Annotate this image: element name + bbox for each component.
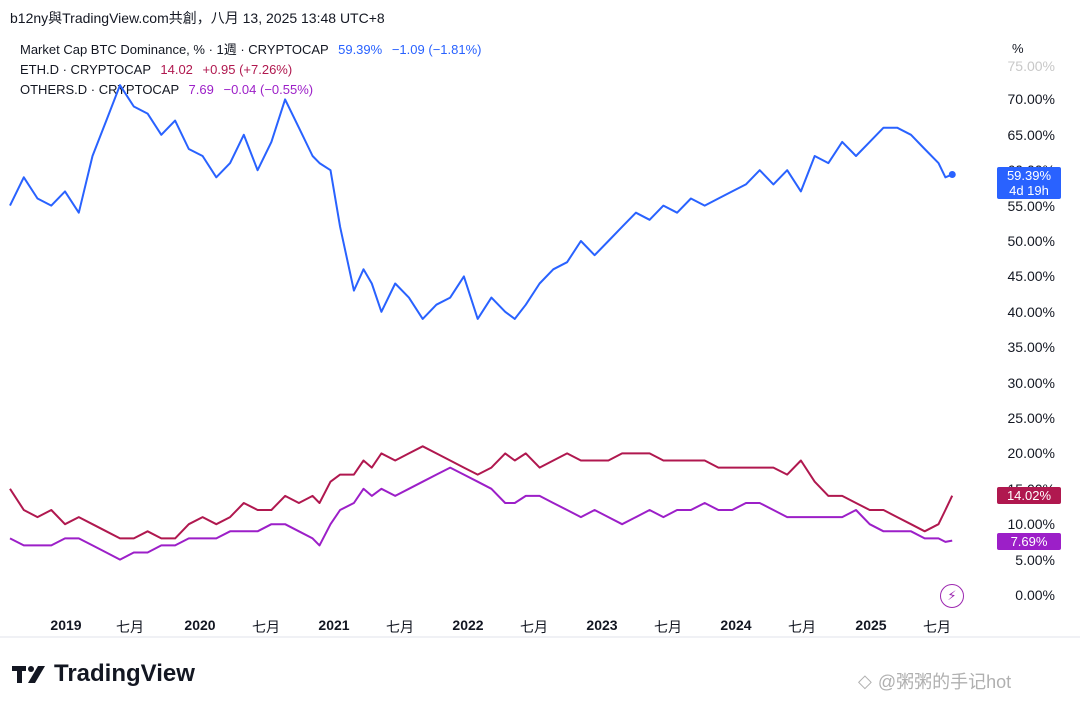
x-tick-label: 2024	[720, 617, 752, 633]
x-tick-label: 2021	[318, 617, 350, 633]
legend-change-pct: (+7.26%)	[239, 62, 293, 77]
x-tick-label: 2022	[452, 617, 484, 633]
eth-last-price-badge: 14.02%	[997, 487, 1061, 504]
x-tick-label: 2019	[50, 617, 82, 633]
watermark-text: @粥粥的手记hot	[877, 672, 1012, 692]
chart-header-title: b12ny與TradingView.com共創，八月 13, 2025 13:4…	[10, 10, 385, 26]
legend-row-eth[interactable]: ETH.D · CRYPTOCAP 14.02 +0.95 (+7.26%)	[20, 60, 481, 80]
y-tick-label: 50.00%	[1007, 233, 1055, 249]
tradingview-logo-text: TradingView	[54, 660, 195, 687]
y-tick-label: 70.00%	[1007, 91, 1055, 108]
others-last-price-badge: 7.69%	[997, 533, 1061, 550]
y-tick-label: 20.00%	[1007, 445, 1055, 462]
watermark-logo-icon: ◇	[858, 670, 872, 691]
btc-badge-countdown: 4d 19h	[1009, 183, 1049, 198]
legend-series-name: Market Cap BTC Dominance, % · 1週 · CRYPT…	[20, 42, 329, 57]
y-tick-label: 40.00%	[1007, 303, 1055, 320]
watermark: ◇ @粥粥的手记hot	[858, 668, 1011, 694]
legend-change: −0.04	[223, 82, 257, 97]
btc-last-price-badge: 59.39% 4d 19h	[997, 167, 1061, 199]
x-tick-label: 2023	[586, 617, 618, 633]
btc-last-point	[948, 171, 956, 179]
x-tick-label: 七月	[520, 619, 548, 635]
lightning-icon[interactable]: ⚡	[940, 584, 964, 608]
y-tick-label: 75.00%	[1007, 58, 1055, 74]
btc-badge-value: 59.39%	[1006, 168, 1052, 183]
legend-series-name: ETH.D · CRYPTOCAP	[20, 62, 151, 77]
y-tick-label: 25.00%	[1007, 410, 1055, 426]
x-tick-label: 2025	[855, 617, 887, 633]
y-tick-label: 35.00%	[1007, 339, 1055, 356]
btc-dominance-line[interactable]	[9, 84, 953, 320]
x-tick-label: 七月	[654, 619, 682, 635]
y-tick-label: 0.00%	[1015, 587, 1055, 603]
x-tick-label: 七月	[923, 619, 951, 635]
legend-change-pct: (−1.81%)	[428, 42, 482, 57]
x-tick-label: 七月	[116, 619, 144, 635]
legend-row-others[interactable]: OTHERS.D · CRYPTOCAP 7.69 −0.04 (−0.55%)	[20, 80, 481, 100]
y-tick-label: 65.00%	[1007, 126, 1055, 143]
chart-legend: Market Cap BTC Dominance, % · 1週 · CRYPT…	[20, 40, 481, 100]
x-tick-label: 七月	[788, 619, 816, 635]
x-tick-label: 七月	[386, 619, 414, 635]
y-tick-label: 45.00%	[1007, 268, 1055, 285]
y-tick-label: 5.00%	[1015, 551, 1055, 568]
legend-series-name: OTHERS.D · CRYPTOCAP	[20, 82, 179, 97]
legend-row-btc[interactable]: Market Cap BTC Dominance, % · 1週 · CRYPT…	[20, 40, 481, 60]
tradingview-logo-icon	[12, 666, 45, 683]
x-tick-label: 七月	[252, 619, 280, 635]
others-dominance-line[interactable]	[9, 466, 953, 561]
x-tick-label: 2020	[184, 617, 216, 633]
y-tick-label: 55.00%	[1007, 197, 1055, 214]
legend-change: −1.09	[391, 42, 425, 57]
legend-last-value: 59.39%	[338, 42, 383, 57]
legend-last-value: 14.02	[160, 62, 193, 77]
tradingview-logo: TradingView	[12, 660, 195, 688]
legend-change-pct: (−0.55%)	[260, 82, 314, 97]
eth-dominance-line[interactable]	[9, 445, 954, 540]
price-scale-unit-button[interactable]: %	[1012, 41, 1024, 56]
legend-last-value: 7.69	[188, 82, 214, 97]
legend-change: +0.95	[202, 62, 236, 77]
y-tick-label: 10.00%	[1007, 516, 1055, 533]
y-tick-label: 30.00%	[1007, 374, 1055, 391]
